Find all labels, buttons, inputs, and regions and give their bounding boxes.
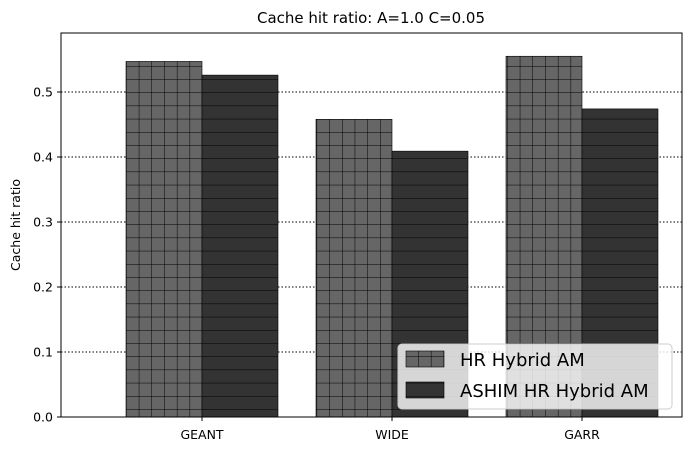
y-ticks: 0.0 0.1 0.2 0.3 0.4 0.5 bbox=[33, 85, 61, 425]
y-tick-label: 0.1 bbox=[33, 345, 53, 360]
bar-geant-series-2 bbox=[201, 74, 279, 418]
legend-label-ashim-hr-hybrid-am: ASHIM HR Hybrid AM bbox=[460, 381, 649, 402]
x-tick-label: WIDE bbox=[375, 427, 409, 442]
axes bbox=[60, 32, 683, 418]
legend-swatch-hr-hybrid-am bbox=[405, 350, 445, 368]
y-tick-label: 0.2 bbox=[33, 280, 53, 295]
x-tick-label: GEANT bbox=[180, 427, 223, 442]
y-axis-label: Cache hit ratio bbox=[8, 179, 23, 271]
bar-geant-series-1 bbox=[125, 61, 203, 418]
legend-label-hr-hybrid-am: HR Hybrid AM bbox=[460, 350, 585, 371]
x-tick-label: GARR bbox=[564, 427, 600, 442]
y-tick-label: 0.5 bbox=[33, 85, 53, 100]
x-ticks: GEANT WIDE GARR bbox=[180, 417, 600, 442]
legend-box bbox=[397, 343, 673, 410]
chart-title: Cache hit ratio: A=1.0 C=0.05 bbox=[257, 9, 485, 27]
plot-frame bbox=[60, 32, 683, 418]
y-tick-label: 0.0 bbox=[33, 410, 53, 425]
y-tick-label: 0.3 bbox=[33, 215, 53, 230]
legend-swatch-ashim-hr-hybrid-am bbox=[405, 381, 445, 399]
legend: HR Hybrid AM ASHIM HR Hybrid AM bbox=[397, 343, 673, 410]
bar-wide-series-1 bbox=[315, 119, 393, 418]
y-tick-label: 0.4 bbox=[33, 150, 53, 165]
